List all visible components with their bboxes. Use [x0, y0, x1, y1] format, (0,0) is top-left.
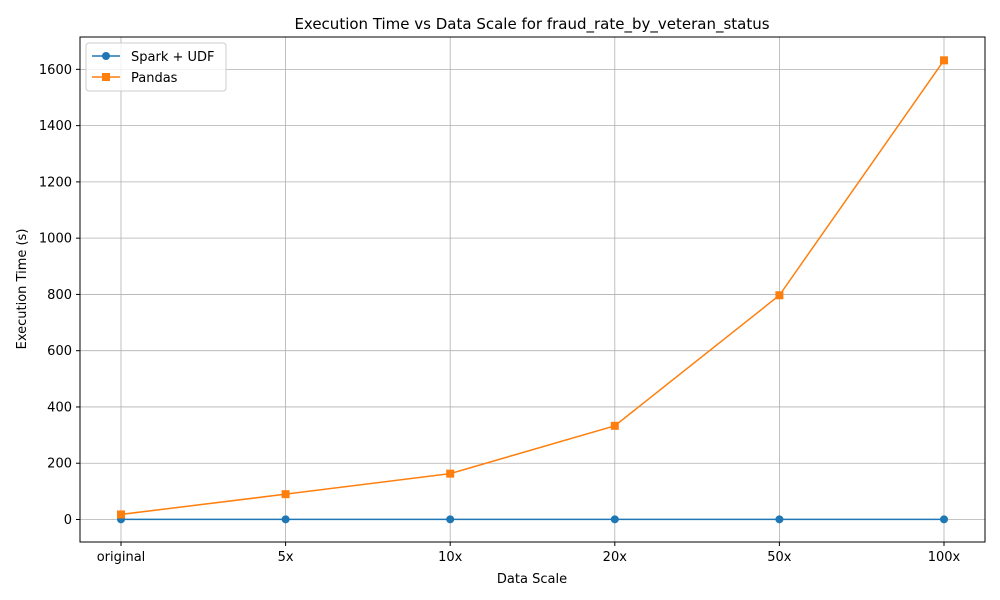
y-tick-label-200: 200: [47, 457, 72, 472]
legend-label-pandas: Pandas: [131, 71, 178, 86]
y-tick-label-400: 400: [47, 400, 72, 415]
x-tick-label-10x: 10x: [438, 550, 463, 565]
y-tick-label-1400: 1400: [39, 119, 72, 134]
x-tick-label-100x: 100x: [928, 550, 961, 565]
y-tick-label-1200: 1200: [39, 175, 72, 190]
legend-label-spark-udf: Spark + UDF: [131, 50, 215, 65]
x-tick-label-20x: 20x: [603, 550, 628, 565]
y-tick-label-1600: 1600: [39, 63, 72, 78]
series-line-pandas: [120, 59, 945, 516]
data-point-pandas-10x: [446, 469, 455, 478]
data-point-spark-udf-10x: [446, 515, 455, 524]
x-tick-label-original: original: [97, 550, 146, 565]
grid-lines: [80, 37, 985, 542]
legend-marker-spark-udf: [102, 52, 110, 60]
data-point-spark-udf-50x: [775, 515, 784, 524]
x-tick-label-50x: 50x: [767, 550, 792, 565]
data-point-spark-udf-100x: [940, 515, 948, 524]
y-tick-label-600: 600: [47, 344, 72, 359]
data-point-pandas-50x: [775, 291, 784, 300]
legend-box: [85, 42, 227, 92]
series-layer: [117, 56, 948, 524]
x-axis-label: Data Scale: [497, 572, 567, 587]
axis-ticks: original 5x 10x 20x 50x 100x 0 200 400 600 800 1000…: [39, 63, 961, 565]
x-tick-label-5x: 5x: [278, 550, 294, 565]
y-axis-label: Execution Time (s): [15, 229, 30, 350]
data-point-pandas-100x: [940, 56, 948, 65]
chart-title: Execution Time vs Data Scale for fraud_r…: [294, 15, 769, 34]
plot-area-frame: [79, 36, 986, 543]
data-point-spark-udf-20x: [610, 515, 619, 524]
data-point-pandas-5x: [281, 490, 290, 499]
data-point-spark-udf-5x: [281, 515, 290, 524]
y-tick-label-0: 0: [64, 513, 72, 528]
data-point-pandas-20x: [610, 421, 619, 430]
legend-marker-pandas: [102, 73, 110, 81]
y-tick-label-800: 800: [47, 288, 72, 303]
y-tick-label-1000: 1000: [39, 232, 72, 247]
data-point-pandas-original: [117, 510, 125, 519]
legend: Spark + UDF Pandas: [85, 42, 227, 92]
